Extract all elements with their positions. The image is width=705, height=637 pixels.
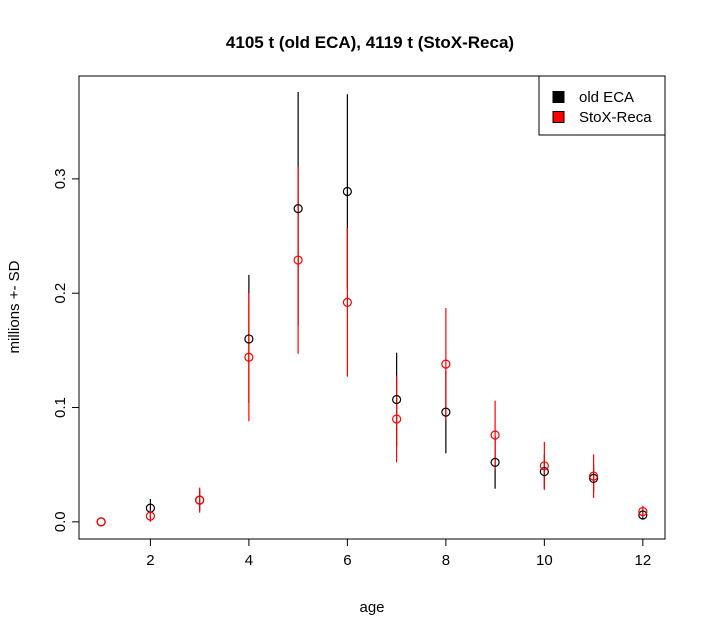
point-stox-reca xyxy=(490,430,500,440)
point-stox-reca xyxy=(441,359,451,369)
chart-title: 4105 t (old ECA), 4119 t (StoX-Reca) xyxy=(226,33,514,52)
x-tick-label: 10 xyxy=(536,552,553,569)
point-stox-reca xyxy=(96,517,106,527)
y-tick-label: 0.3 xyxy=(52,168,69,189)
y-tick-label: 0.1 xyxy=(52,397,69,418)
x-tick-label: 8 xyxy=(442,552,450,569)
x-axis: 2 4 6 8 10 12 xyxy=(146,539,651,569)
x-axis-label: age xyxy=(359,599,384,616)
y-tick-label: 0.0 xyxy=(52,511,69,532)
legend-box xyxy=(538,75,666,136)
point-old-eca xyxy=(392,394,402,405)
x-tick-label: 12 xyxy=(634,552,651,569)
legend: old ECA StoX-Reca xyxy=(538,75,666,136)
point-old-eca xyxy=(588,473,599,484)
legend-label: old ECA xyxy=(579,89,634,106)
legend-swatch xyxy=(552,91,565,103)
point-old-eca xyxy=(490,457,500,468)
points xyxy=(96,186,648,527)
point-stox-reca xyxy=(588,471,599,481)
point-stox-reca xyxy=(244,352,254,362)
point-old-eca xyxy=(293,204,303,214)
point-old-eca xyxy=(244,334,254,344)
point-stox-reca xyxy=(539,461,549,471)
point-stox-reca xyxy=(293,255,303,265)
point-stox-reca xyxy=(195,495,205,505)
y-axis-label: millions +- SD xyxy=(6,260,23,353)
point-stox-reca xyxy=(638,506,648,517)
y-tick-label: 0.2 xyxy=(52,283,69,304)
point-stox-reca xyxy=(342,297,352,307)
x-tick-label: 6 xyxy=(343,552,351,569)
point-stox-reca xyxy=(392,414,402,424)
x-tick-label: 4 xyxy=(245,552,253,569)
y-axis: 0.0 0.1 0.2 0.3 xyxy=(52,168,79,532)
point-stox-reca xyxy=(145,511,156,521)
legend-label: StoX-Reca xyxy=(579,109,652,126)
point-old-eca xyxy=(441,407,451,417)
legend-swatch xyxy=(552,111,565,123)
point-old-eca xyxy=(638,510,648,520)
point-old-eca xyxy=(342,186,352,197)
error-bars xyxy=(149,92,644,522)
plot-frame xyxy=(78,75,666,540)
point-old-eca xyxy=(539,466,549,477)
x-tick-label: 2 xyxy=(146,552,154,569)
